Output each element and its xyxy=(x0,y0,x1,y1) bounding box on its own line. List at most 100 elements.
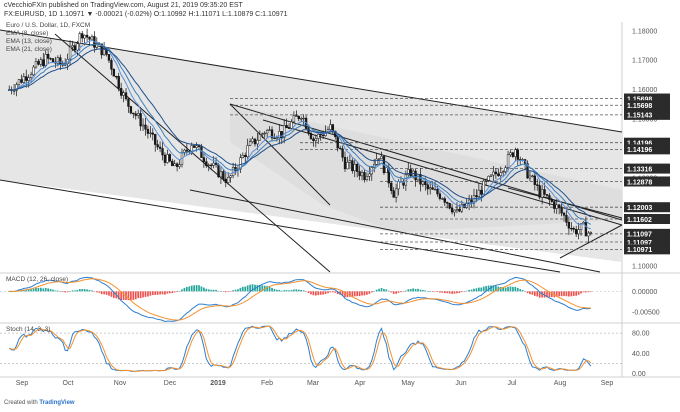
candle-body xyxy=(44,53,47,67)
macd-hist-bar xyxy=(548,291,551,298)
candle-body xyxy=(83,34,86,39)
macd-hist-bar xyxy=(241,286,244,292)
candle-body xyxy=(25,76,28,81)
stoch-title: Stoch (14, 3, 3) xyxy=(6,326,51,333)
macd-hist-bar xyxy=(258,285,261,292)
macd-hist-bar xyxy=(516,288,519,292)
x-tick-label: Nov xyxy=(114,380,127,387)
candle-body xyxy=(20,79,23,83)
candle-body xyxy=(270,129,274,139)
macd-hist-bar xyxy=(200,286,203,292)
macd-hist-bar xyxy=(317,291,320,296)
macd-hist-bar xyxy=(375,289,378,292)
price-level-label: 1.11097 xyxy=(627,232,652,239)
candle-body xyxy=(56,57,60,64)
macd-hist-bar xyxy=(27,289,30,292)
macd-hist-bar xyxy=(541,291,543,298)
macd-hist-bar xyxy=(25,289,28,292)
macd-hist-bar xyxy=(139,291,142,299)
macd-hist-bar xyxy=(195,285,198,292)
macd-hist-bar xyxy=(185,286,188,292)
x-tick-label: Aug xyxy=(554,380,567,387)
macd-hist-bar xyxy=(441,291,444,293)
macd-hist-bar xyxy=(577,291,580,295)
candle-body xyxy=(467,199,471,204)
macd-hist-bar xyxy=(407,289,410,292)
macd-hist-bar xyxy=(52,289,54,292)
candle-body xyxy=(168,154,171,162)
macd-hist-bar xyxy=(327,291,329,294)
macd-hist-bar xyxy=(409,288,412,292)
x-tick-label: Mar xyxy=(307,380,320,387)
candle-body xyxy=(424,181,427,185)
candle-body xyxy=(17,79,21,85)
candle-body xyxy=(348,160,352,163)
price-level-label: 1.11097 xyxy=(627,240,652,247)
price-level-label: 1.11602 xyxy=(627,217,652,224)
candle-body xyxy=(139,113,142,127)
macd-hist-bar xyxy=(249,284,251,292)
macd-hist-bar xyxy=(130,291,132,301)
candle-body xyxy=(453,209,456,213)
macd-hist-bar xyxy=(319,291,322,295)
price-level-label: 1.15698 xyxy=(627,103,652,110)
candle-body xyxy=(192,145,196,148)
macd-hist-bar xyxy=(353,291,356,297)
candle-body xyxy=(115,76,118,78)
candle-body xyxy=(134,113,137,116)
price-level-box xyxy=(624,93,670,104)
candle-body xyxy=(265,130,269,134)
candle-body xyxy=(338,147,342,150)
candle-body xyxy=(27,77,30,81)
candle-body xyxy=(455,208,459,211)
macd-hist-bar xyxy=(122,291,125,301)
x-tick-label: Dec xyxy=(164,380,177,387)
candle-body xyxy=(229,175,232,178)
candle-body xyxy=(494,171,498,175)
candle-body xyxy=(480,189,483,195)
macd-hist-bar xyxy=(512,286,514,292)
candle-body xyxy=(278,131,281,139)
macd-hist-bar xyxy=(305,291,307,292)
candle-body xyxy=(283,125,286,138)
macd-hist-bar xyxy=(521,289,524,292)
macd-hist-bar xyxy=(271,287,273,292)
candle-body xyxy=(533,175,536,185)
candle-body xyxy=(212,162,215,166)
candle-body xyxy=(244,155,247,157)
macd-hist-bar xyxy=(582,291,585,293)
candle-body xyxy=(343,157,347,170)
candle-body xyxy=(319,134,322,136)
macd-hist-bar xyxy=(86,289,88,292)
macd-hist-bar xyxy=(261,285,264,292)
macd-hist-bar xyxy=(268,286,271,292)
macd-hist-bar xyxy=(499,287,502,292)
macd-hist-bar xyxy=(363,291,366,296)
price-level-box xyxy=(624,163,670,174)
candle-body xyxy=(234,167,237,171)
candle-body xyxy=(202,157,206,162)
macd-hist-bar xyxy=(412,288,415,292)
macd-hist-bar xyxy=(256,285,259,292)
candle-body xyxy=(407,169,410,176)
macd-hist-bar xyxy=(538,291,541,298)
price-level-box xyxy=(624,237,670,247)
macd-hist-bar xyxy=(434,291,436,292)
macd-hist-bar xyxy=(458,291,461,293)
ema8-label: EMA (8, close) xyxy=(6,30,49,37)
macd-hist-bar xyxy=(251,284,254,292)
candle-body xyxy=(543,189,546,195)
macd-hist-bar xyxy=(456,291,458,294)
candle-body xyxy=(195,145,198,148)
macd-hist-bar xyxy=(558,291,561,297)
candle-body xyxy=(90,36,94,40)
trend-line xyxy=(559,224,623,259)
macd-hist-bar xyxy=(529,291,531,295)
macd-hist-bar xyxy=(74,290,76,292)
trend-line xyxy=(0,179,561,273)
stoch-tick-label: 0.00 xyxy=(632,371,646,378)
macd-hist-bar xyxy=(176,291,178,292)
macd-hist-bar xyxy=(429,291,432,292)
candle-body xyxy=(450,207,454,213)
